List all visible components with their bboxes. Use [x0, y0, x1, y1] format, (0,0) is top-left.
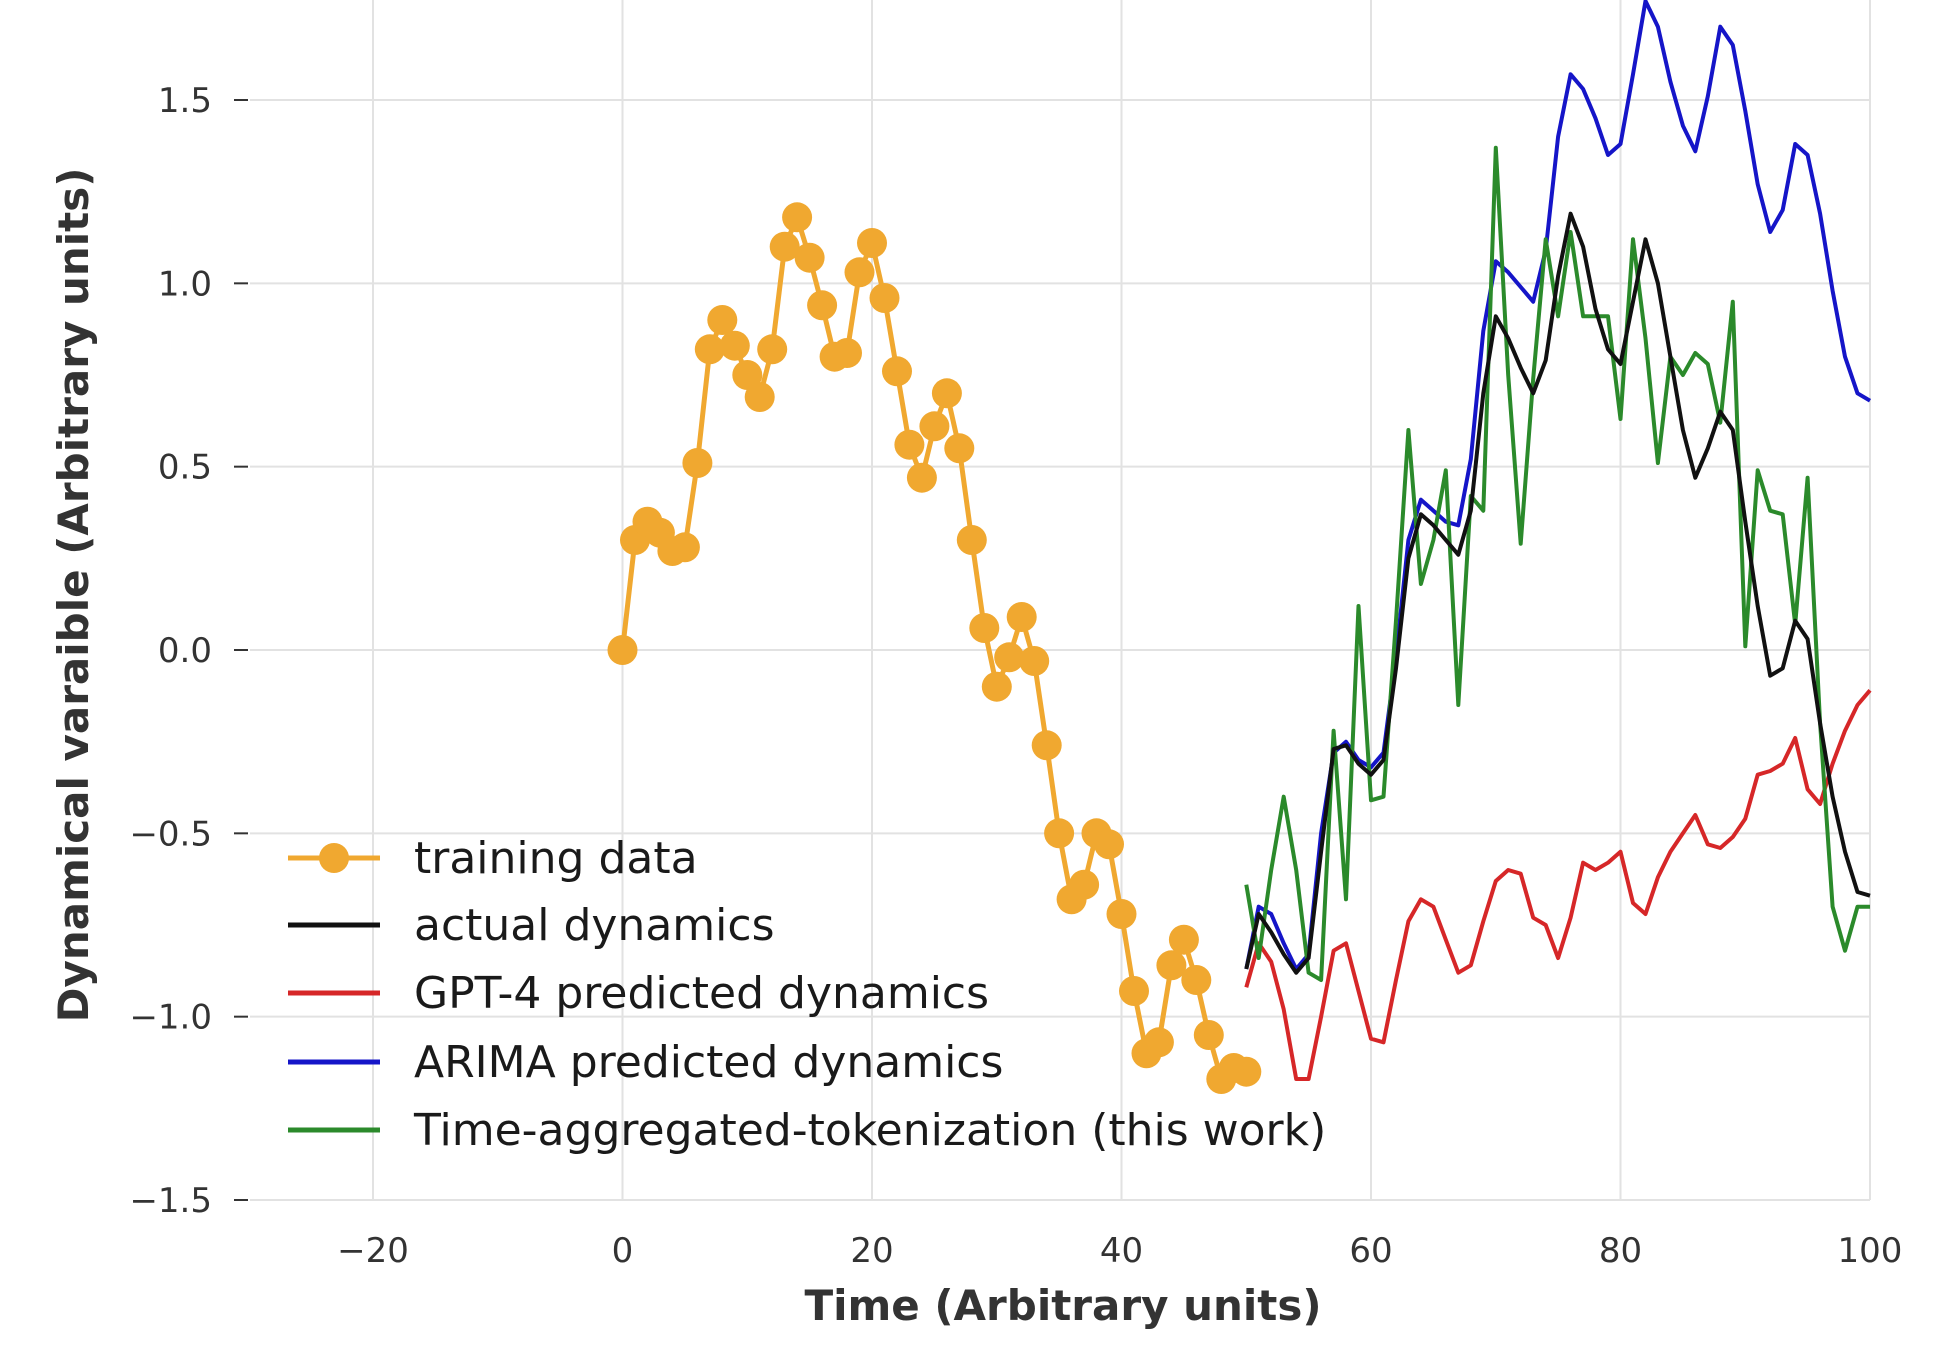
x-tick-label: 20 [850, 1231, 893, 1271]
data-point [994, 642, 1025, 673]
data-point [832, 338, 862, 368]
x-tick-label: 0 [612, 1231, 634, 1271]
data-point [1031, 730, 1062, 761]
series-line-actual-dynamics [1244, 211, 1871, 975]
data-point [719, 330, 750, 361]
data-point [906, 462, 937, 493]
data-point [1168, 924, 1199, 955]
data-point [744, 382, 775, 412]
legend-item-training-data: training data [288, 833, 698, 884]
y-tick-label: 0.0 [158, 631, 212, 671]
data-point [807, 290, 838, 321]
data-point [694, 334, 725, 365]
data-point [882, 356, 912, 387]
data-point [1019, 646, 1050, 676]
data-series [607, 0, 1872, 1094]
legend: training data actual dynamics GPT-4 pred… [288, 833, 1326, 1156]
series-line-time-aggregated-tokenization [1244, 145, 1870, 982]
data-point [1181, 965, 1212, 995]
data-point [607, 635, 638, 665]
y-tick-label: 1.5 [158, 81, 212, 121]
legend-item-gpt4: GPT-4 predicted dynamics [288, 968, 989, 1019]
x-tick-label: 40 [1100, 1231, 1143, 1271]
data-point [1006, 602, 1037, 632]
legend-item-actual-dynamics: actual dynamics [288, 900, 775, 951]
data-point [707, 305, 738, 335]
y-axis-ticks: −1.5 −1.0 −0.5 0.0 0.5 1.0 1.5 [129, 81, 248, 1221]
data-point [931, 378, 962, 409]
x-tick-label: 60 [1349, 1231, 1392, 1271]
data-point [894, 429, 925, 460]
data-point [969, 613, 1000, 643]
grid [250, 0, 1871, 1201]
series-line-arima [1244, 0, 1872, 971]
data-point [1119, 976, 1149, 1006]
data-point [1069, 869, 1100, 900]
legend-label-training-data: training data [414, 833, 698, 884]
data-point [944, 433, 975, 464]
data-point [857, 228, 887, 258]
series-arima [1244, 0, 1872, 971]
x-tick-label: 100 [1838, 1231, 1903, 1271]
data-point [919, 411, 950, 442]
series-gpt4 [1244, 689, 1872, 1081]
data-point [1106, 899, 1137, 929]
data-point [794, 242, 825, 273]
legend-item-time-aggregated-tokenization: Time-aggregated-tokenization (this work) [288, 1105, 1326, 1156]
legend-label-actual-dynamics: actual dynamics [414, 900, 775, 951]
data-point [769, 231, 800, 262]
data-point [1156, 950, 1187, 981]
data-point [981, 671, 1012, 702]
series-actual-dynamics [1244, 211, 1871, 975]
data-point [956, 525, 987, 555]
y-axis-title: Dynamical varaible (Arbitrary units) [49, 168, 98, 1023]
legend-label-gpt4: GPT-4 predicted dynamics [414, 968, 989, 1019]
y-tick-label: −1.0 [129, 998, 212, 1038]
legend-label-time-aggregated-tokenization: Time-aggregated-tokenization (this work) [413, 1105, 1326, 1156]
data-point [669, 532, 700, 563]
y-tick-label: −1.5 [129, 1181, 212, 1221]
data-point [1231, 1056, 1262, 1087]
series-training-data [607, 202, 1262, 1094]
x-tick-label: −20 [337, 1231, 409, 1271]
data-point [844, 257, 875, 288]
series-time-aggregated-tokenization [1244, 145, 1870, 982]
x-axis-ticks: −20 0 20 40 60 80 100 [337, 1231, 1902, 1271]
y-tick-label: 1.0 [158, 264, 212, 304]
data-point [782, 202, 813, 233]
x-axis-title: Time (Arbitrary units) [804, 1281, 1321, 1330]
data-point [1044, 818, 1075, 849]
legend-label-arima: ARIMA predicted dynamics [414, 1037, 1003, 1088]
data-point [732, 360, 763, 390]
x-tick-label: 80 [1599, 1231, 1642, 1271]
data-point [682, 448, 713, 478]
y-tick-label: 0.5 [158, 448, 212, 488]
data-point [1094, 829, 1124, 860]
legend-item-arima: ARIMA predicted dynamics [288, 1037, 1003, 1088]
series-line-gpt4 [1244, 689, 1872, 1081]
data-point [869, 283, 900, 313]
data-point [1143, 1027, 1174, 1058]
data-point [1193, 1020, 1224, 1050]
data-point [757, 334, 788, 365]
y-tick-label: −0.5 [129, 814, 212, 854]
